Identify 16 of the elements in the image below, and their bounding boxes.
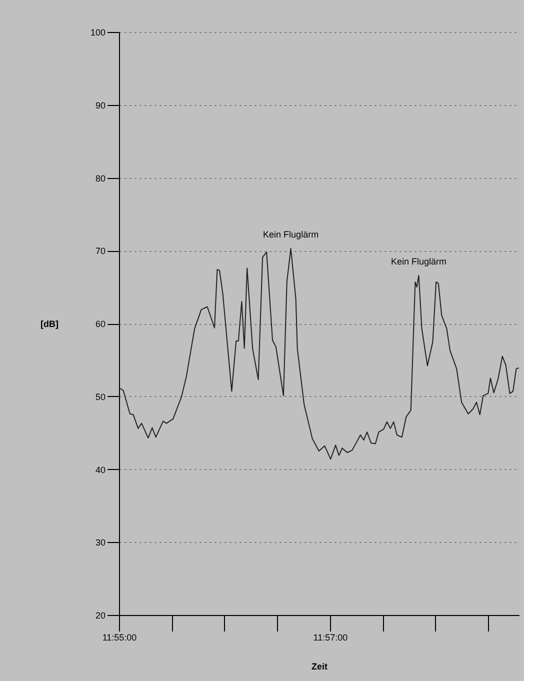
y-tick-label: 30	[95, 538, 106, 548]
y-tick-label: 100	[90, 28, 106, 38]
y-axis-title: [dB]	[40, 319, 58, 329]
y-tick-label: 90	[95, 100, 106, 110]
x-tick-label: 11:57:00	[313, 632, 348, 642]
line-series	[120, 248, 520, 460]
y-tick-label: 60	[95, 319, 106, 329]
y-tick-label: 20	[95, 610, 106, 620]
y-tick-label: 40	[95, 464, 106, 475]
y-tick-label: 70	[95, 246, 106, 256]
y-tick-label: 50	[95, 392, 106, 402]
x-tick-label: 11:55:00	[102, 632, 137, 642]
annotation: Kein Fluglärm	[263, 229, 319, 240]
annotation: Kein Fluglärm	[390, 256, 447, 266]
x-axis-title: Zeit	[311, 662, 328, 672]
y-tick-label: 80	[95, 173, 106, 184]
